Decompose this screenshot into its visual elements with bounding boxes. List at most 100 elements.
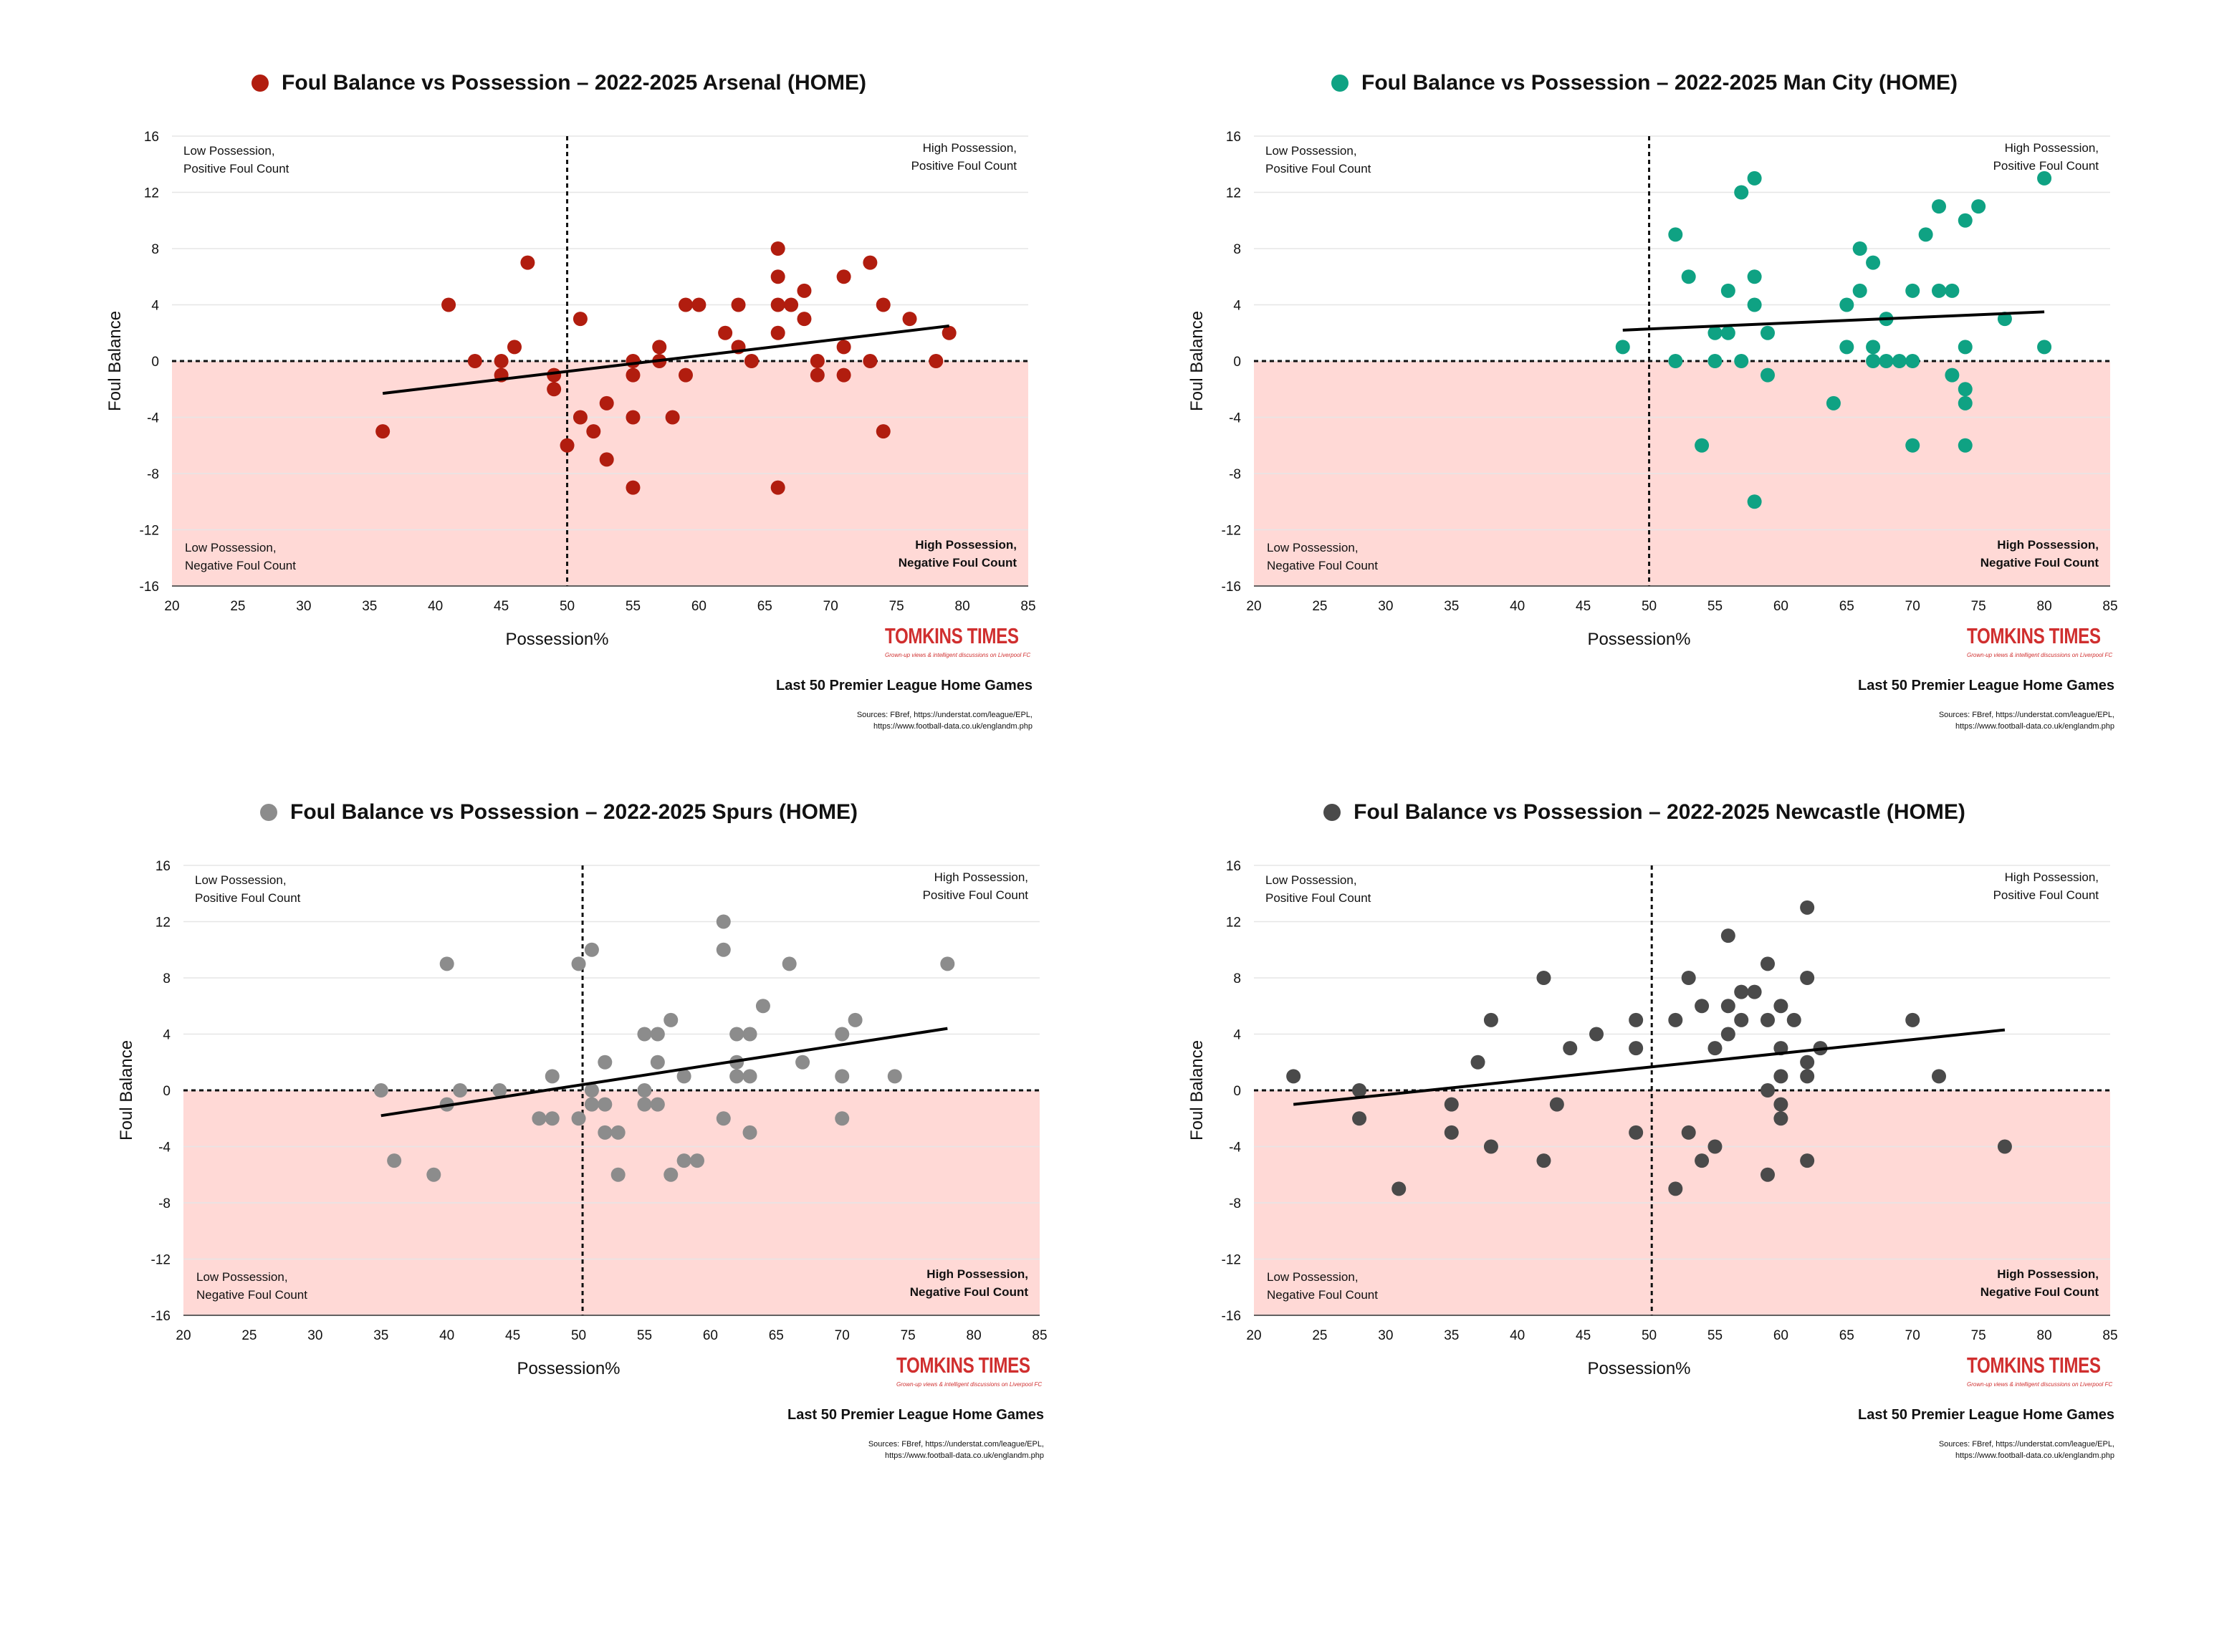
- data-point: [679, 297, 693, 312]
- data-point: [863, 354, 878, 368]
- quadrant-label-br: High Possession,: [926, 1267, 1028, 1281]
- data-point: [1905, 283, 1920, 298]
- data-point: [1681, 269, 1696, 284]
- data-point: [1444, 1125, 1459, 1140]
- data-point: [1629, 1012, 1644, 1027]
- data-point: [1852, 241, 1867, 256]
- x-tick-label: 50: [1642, 1328, 1657, 1343]
- y-tick-label: 0: [163, 1084, 171, 1099]
- chart-subtitle: Last 50 Premier League Home Games: [776, 678, 1033, 693]
- y-tick-label: 0: [1233, 1084, 1241, 1099]
- data-point: [637, 1097, 652, 1112]
- y-tick-label: 16: [155, 859, 171, 874]
- data-point: [836, 269, 851, 284]
- chart-panel: Foul Balance vs Possession – 2022-2025 A…: [0, 0, 1118, 731]
- data-point: [1958, 382, 1973, 397]
- data-point: [1483, 1012, 1498, 1027]
- y-tick-label: -16: [140, 580, 159, 595]
- data-point: [1589, 1027, 1604, 1042]
- legend-marker: [260, 804, 277, 821]
- data-point: [902, 312, 917, 327]
- x-tick-label: 80: [967, 1328, 982, 1343]
- x-tick-label: 20: [164, 599, 179, 614]
- y-tick-label: -8: [1229, 467, 1241, 482]
- data-point: [848, 1012, 863, 1027]
- quadrant-label-tr: High Possession,: [2005, 141, 2099, 155]
- data-point: [467, 354, 482, 368]
- data-point: [1747, 297, 1762, 312]
- data-point: [1734, 354, 1749, 368]
- y-tick-label: -8: [158, 1196, 171, 1211]
- x-tick-label: 60: [703, 1328, 718, 1343]
- data-point: [532, 1111, 547, 1126]
- y-tick-label: -12: [151, 1253, 171, 1268]
- x-tick-label: 45: [494, 599, 509, 614]
- y-tick-label: 12: [1226, 916, 1241, 931]
- y-tick-label: -16: [1222, 580, 1241, 595]
- x-tick-label: 70: [1905, 1328, 1920, 1343]
- chart-title-text: Foul Balance vs Possession – 2022-2025 M…: [1361, 71, 1958, 95]
- chart-panel: Foul Balance vs Possession – 2022-2025 S…: [0, 729, 1118, 1460]
- x-tick-label: 40: [1510, 1328, 1525, 1343]
- x-tick-label: 55: [1707, 599, 1723, 614]
- y-tick-label: 4: [151, 299, 159, 314]
- data-point: [439, 956, 454, 971]
- data-point: [676, 1069, 691, 1084]
- x-axis-label: Possession%: [1587, 630, 1690, 649]
- chart-title-text: Foul Balance vs Possession – 2022-2025 N…: [1354, 800, 1965, 824]
- tomkins-times-logo: TOMKINS TIMES Grown-up views & intelligen…: [1967, 623, 2113, 666]
- quadrant-label-br: High Possession,: [1997, 1267, 2099, 1281]
- y-tick-label: 4: [1233, 299, 1241, 314]
- data-point: [571, 956, 586, 971]
- x-tick-label: 20: [1246, 1328, 1261, 1343]
- logo-tagline: Grown-up views & intelligent discussions…: [1967, 652, 2113, 658]
- data-point: [1773, 1097, 1788, 1112]
- data-point: [836, 340, 851, 355]
- data-point: [797, 312, 812, 327]
- data-point: [598, 1125, 613, 1140]
- x-tick-label: 35: [362, 599, 377, 614]
- x-tick-label: 50: [560, 599, 575, 614]
- data-point: [1800, 971, 1815, 985]
- x-tick-label: 60: [1773, 599, 1788, 614]
- tomkins-times-logo: TOMKINS TIMES Grown-up views & intelligen…: [1967, 1353, 2112, 1396]
- x-tick-label: 60: [1773, 1328, 1788, 1343]
- data-point: [742, 1069, 757, 1084]
- quadrant-label-br: High Possession,: [915, 538, 1017, 552]
- data-point: [1747, 494, 1762, 509]
- data-point: [599, 395, 614, 410]
- data-point: [1720, 1027, 1735, 1042]
- data-point: [584, 942, 599, 957]
- data-point: [652, 340, 667, 355]
- data-point: [1945, 283, 1960, 298]
- source-line: Sources: FBref, https://understat.com/le…: [868, 1440, 1044, 1449]
- data-point: [729, 1027, 744, 1042]
- quadrant-label-br: High Possession,: [1997, 538, 2099, 552]
- data-point: [784, 297, 799, 312]
- quadrant-label-tl: Low Possession,: [195, 873, 287, 887]
- x-tick-label: 85: [2102, 599, 2117, 614]
- y-tick-label: -4: [147, 411, 159, 426]
- data-point: [1747, 269, 1762, 284]
- data-point: [1826, 395, 1841, 410]
- data-point: [1905, 438, 1920, 453]
- y-tick-label: 16: [144, 130, 159, 145]
- data-point: [1971, 199, 1986, 214]
- chart-title: Foul Balance vs Possession – 2022-2025 S…: [0, 798, 1118, 827]
- data-point: [1773, 999, 1788, 1014]
- x-tick-label: 70: [1905, 599, 1920, 614]
- data-point: [729, 1069, 744, 1084]
- y-axis-label: Foul Balance: [1187, 311, 1207, 411]
- x-tick-label: 30: [1378, 599, 1393, 614]
- data-point: [610, 1125, 626, 1140]
- data-point: [942, 325, 957, 340]
- x-tick-label: 45: [1576, 599, 1591, 614]
- logo-tagline: Grown-up views & intelligent discussions…: [885, 652, 1031, 658]
- data-point: [1629, 1041, 1644, 1056]
- data-point: [1800, 900, 1815, 915]
- data-point: [676, 1153, 691, 1168]
- quadrant-label-tl: Low Possession,: [1265, 144, 1357, 158]
- tomkins-times-logo: TOMKINS TIMES Grown-up views & intelligen…: [896, 1353, 1042, 1396]
